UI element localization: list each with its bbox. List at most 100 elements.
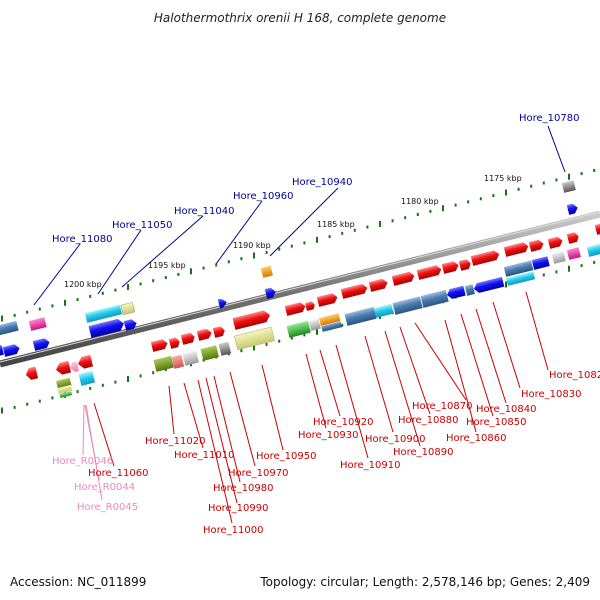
gene-red[interactable] xyxy=(196,328,213,341)
gene-magenta[interactable] xyxy=(28,317,47,331)
gene-grey[interactable] xyxy=(561,180,576,193)
gene-blue[interactable] xyxy=(32,337,51,351)
gene-cyan[interactable] xyxy=(84,304,123,323)
gene-label-hore-10990[interactable]: Hore_10990 xyxy=(208,503,269,514)
gene-blue[interactable] xyxy=(264,287,277,299)
gene-red[interactable] xyxy=(416,264,443,280)
gene-khaki[interactable] xyxy=(234,326,275,351)
gene-red[interactable] xyxy=(368,278,389,292)
gene-red[interactable] xyxy=(180,332,196,345)
gene-label-hore-11000[interactable]: Hore_11000 xyxy=(203,525,264,536)
gene-red[interactable] xyxy=(305,301,316,311)
gene-label-hore-10830[interactable]: Hore_10830 xyxy=(521,389,582,400)
gene-label-hore-10890[interactable]: Hore_10890 xyxy=(393,447,454,458)
gene-red[interactable] xyxy=(212,325,226,338)
gene-blue[interactable] xyxy=(88,318,126,338)
scale-tick xyxy=(253,344,255,351)
gene-red[interactable] xyxy=(284,301,307,316)
gene-green[interactable] xyxy=(59,391,73,398)
gene-label-hore-10850[interactable]: Hore_10850 xyxy=(466,417,527,428)
gene-cyan[interactable] xyxy=(373,303,394,318)
gene-khaki[interactable] xyxy=(120,301,136,316)
gene-magenta[interactable] xyxy=(566,247,581,260)
gene-blue[interactable] xyxy=(473,276,505,294)
gene-red[interactable] xyxy=(458,258,472,271)
gene-cyan[interactable] xyxy=(78,370,96,386)
gene-blue[interactable] xyxy=(531,256,550,270)
gene-red[interactable] xyxy=(503,241,530,257)
gene-red[interactable] xyxy=(150,338,169,352)
gene-label-hore-r0045[interactable]: Hore_R0045 xyxy=(77,502,138,513)
gene-red[interactable] xyxy=(232,309,272,330)
gene-blue[interactable] xyxy=(0,344,4,357)
gene-red[interactable] xyxy=(25,366,39,381)
gene-label-hore-10840[interactable]: Hore_10840 xyxy=(476,404,537,415)
callout-line-10780 xyxy=(547,125,566,173)
gene-lightgrey[interactable] xyxy=(308,318,321,331)
gene-steelblue[interactable] xyxy=(344,306,377,326)
gene-green[interactable] xyxy=(286,320,311,338)
gene-label-hore-11020[interactable]: Hore_11020 xyxy=(145,436,206,447)
gene-label-hore-10940[interactable]: Hore_10940 xyxy=(292,177,353,188)
gene-label-hore-11040[interactable]: Hore_11040 xyxy=(174,206,235,217)
scale-tick xyxy=(127,284,129,290)
gene-label-hore-10910[interactable]: Hore_10910 xyxy=(340,460,401,471)
gene-label-hore-10960[interactable]: Hore_10960 xyxy=(233,191,294,202)
gene-cyan[interactable] xyxy=(586,243,600,257)
gene-grey[interactable] xyxy=(218,341,232,356)
gene-label-hore-10900[interactable]: Hore_10900 xyxy=(365,434,426,445)
gene-label-hore-11010[interactable]: Hore_11010 xyxy=(174,450,235,461)
gene-blue[interactable] xyxy=(446,285,466,300)
scale-tick xyxy=(278,247,281,251)
gene-steelblue[interactable] xyxy=(0,320,19,336)
gene-label-hore-10860[interactable]: Hore_10860 xyxy=(446,433,507,444)
gene-blue[interactable] xyxy=(123,318,138,331)
gene-red[interactable] xyxy=(77,354,94,370)
callouts-top xyxy=(33,125,566,306)
gene-label-hore-11080[interactable]: Hore_11080 xyxy=(52,234,113,245)
gene-lightgrey[interactable] xyxy=(182,350,200,366)
gene-label-hore-10870[interactable]: Hore_10870 xyxy=(412,401,473,412)
gene-label-hore-11060[interactable]: Hore_11060 xyxy=(88,468,149,479)
gene-red[interactable] xyxy=(55,360,72,376)
gene-blue[interactable] xyxy=(217,297,228,309)
gene-red[interactable] xyxy=(441,260,460,274)
gene-salmon[interactable] xyxy=(171,354,185,369)
gene-orange[interactable] xyxy=(260,265,273,278)
gene-label-hore-10880[interactable]: Hore_10880 xyxy=(398,415,459,426)
gene-red[interactable] xyxy=(316,292,339,307)
gene-red[interactable] xyxy=(547,236,564,249)
gene-olive[interactable] xyxy=(153,355,174,372)
gene-red[interactable] xyxy=(340,283,369,299)
gene-label-hore-10970[interactable]: Hore_10970 xyxy=(228,468,289,479)
gene-lightgrey[interactable] xyxy=(551,251,566,264)
gene-khaki[interactable] xyxy=(57,384,73,394)
gene-red[interactable] xyxy=(470,249,501,266)
gene-blue[interactable] xyxy=(566,203,579,215)
gene-steelblue[interactable] xyxy=(503,260,534,277)
gene-red[interactable] xyxy=(168,337,181,349)
gene-steelblue[interactable] xyxy=(321,321,343,332)
gene-label-hore-10950[interactable]: Hore_10950 xyxy=(256,451,317,462)
gene-label-hore-10820[interactable]: Hore_10820 xyxy=(549,370,600,381)
gene-red[interactable] xyxy=(594,220,600,235)
gene-blue[interactable] xyxy=(2,343,21,357)
gene-red[interactable] xyxy=(391,271,416,286)
gene-label-hore-10980[interactable]: Hore_10980 xyxy=(213,483,274,494)
gene-label-hore-10920[interactable]: Hore_10920 xyxy=(313,417,374,428)
gene-olive[interactable] xyxy=(200,345,219,361)
gene-label-hore-11050[interactable]: Hore_11050 xyxy=(112,220,173,231)
gene-orange[interactable] xyxy=(319,313,341,326)
gene-label-hore-r0044[interactable]: Hore_R0044 xyxy=(74,482,135,493)
gene-red[interactable] xyxy=(566,231,580,244)
gene-label-hore-10780[interactable]: Hore_10780 xyxy=(519,113,580,124)
gene-label-hore-10930[interactable]: Hore_10930 xyxy=(298,430,359,441)
gene-steelblue[interactable] xyxy=(464,284,475,296)
gene-steelblue[interactable] xyxy=(420,289,449,308)
gene-steelblue[interactable] xyxy=(392,296,423,315)
gene-pink[interactable] xyxy=(69,361,79,373)
gene-label-hore-r0046[interactable]: Hore_R0046 xyxy=(52,456,113,467)
gene-cyan[interactable] xyxy=(506,271,536,286)
scale-tick xyxy=(114,380,117,384)
gene-red[interactable] xyxy=(528,239,545,252)
